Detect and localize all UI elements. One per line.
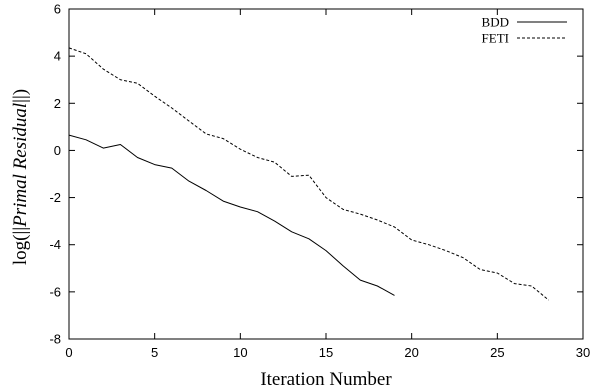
y-tick-label: 6 [54, 2, 61, 17]
y-tick-label: -2 [49, 190, 61, 205]
plot-frame [68, 8, 584, 340]
x-tick-label: 30 [576, 345, 590, 360]
x-tick-label: 5 [151, 345, 158, 360]
x-axis-label: Iteration Number [260, 369, 392, 389]
plot-area [68, 8, 584, 340]
y-axis-label-italic: Primal Residual [10, 103, 31, 228]
y-tick-label: 4 [54, 49, 61, 64]
y-tick-label: -4 [49, 237, 61, 252]
legend-label-feti: FETI [482, 31, 509, 46]
x-tick-label: 25 [490, 345, 504, 360]
legend-label-bdd: BDD [482, 15, 509, 30]
y-axis-label: log(||Primal Residual||) [10, 89, 31, 265]
x-tick-label: 20 [404, 345, 418, 360]
y-tick-label: -6 [49, 284, 61, 299]
y-axis-label-suffix: ||) [10, 89, 31, 103]
y-tick-label: -8 [49, 332, 61, 347]
series-line-feti [68, 47, 550, 301]
series-line-bdd [68, 134, 395, 296]
series-lines [68, 47, 550, 301]
y-axis-label-prefix: log(|| [10, 227, 31, 265]
x-tick-label: 10 [233, 345, 247, 360]
y-tick-label: 0 [54, 143, 61, 158]
x-tick-label: 0 [65, 345, 72, 360]
x-tick-label: 15 [319, 345, 333, 360]
y-tick-label: 2 [54, 96, 61, 111]
